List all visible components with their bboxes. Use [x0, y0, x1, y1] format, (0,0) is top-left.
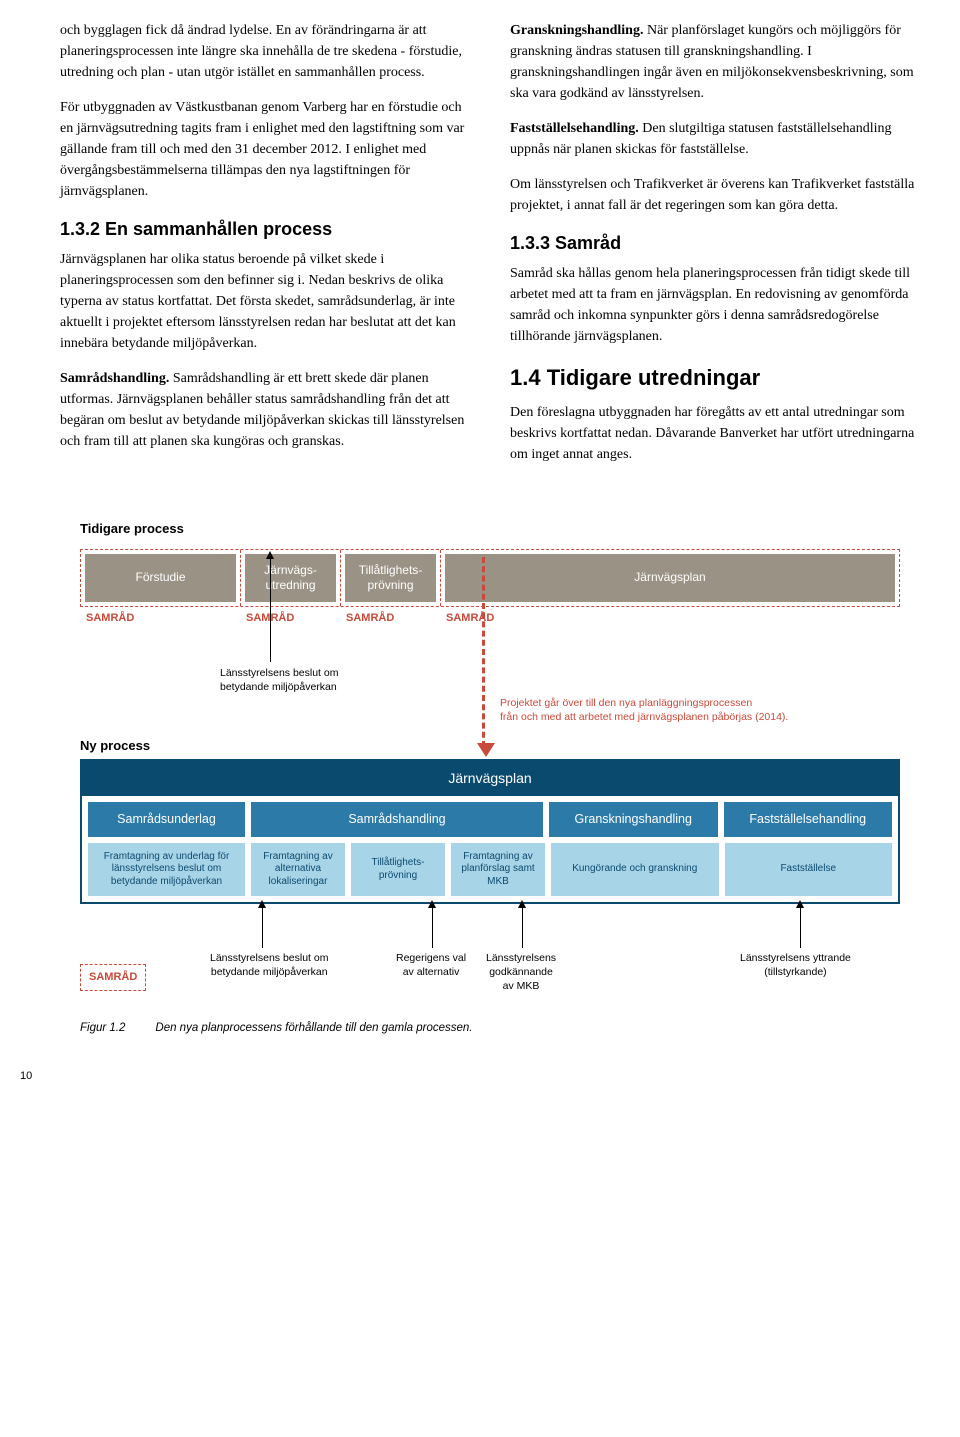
arrow-icon — [800, 906, 801, 948]
arrow-icon — [270, 557, 271, 662]
text-columns: och bygglagen fick då ändrad lydelse. En… — [60, 20, 920, 479]
para: och bygglagen fick då ändrad lydelse. En… — [60, 20, 470, 83]
annotation-text: Regerigens val av alternativ — [396, 952, 466, 979]
para: Den föreslagna utbyggnaden har föregåtts… — [510, 402, 920, 465]
para: Granskningshandling. När planförslaget k… — [510, 20, 920, 104]
new-process-diagram: Järnvägsplan Samrådsunderlag Samrådshand… — [80, 759, 900, 904]
below-annotations: SAMRÅD Länsstyrelsens beslut om betydand… — [80, 904, 900, 1014]
phase-box: Tillåtlighets- prövning — [345, 554, 436, 602]
para: Fastställelsehandling. Den slutgiltiga s… — [510, 118, 920, 160]
arrow-icon — [522, 906, 523, 948]
left-column: och bygglagen fick då ändrad lydelse. En… — [60, 20, 470, 479]
bot-box: Kungörande och granskning — [551, 843, 719, 897]
right-column: Granskningshandling. När planförslaget k… — [510, 20, 920, 479]
bot-box: Framtagning av alternativa lokaliseringa… — [251, 843, 345, 897]
old-process-row: Förstudie Järnvägs- utredning Tillåtligh… — [80, 549, 900, 607]
para: För utbyggnaden av Västkustbanan genom V… — [60, 97, 470, 202]
annotation-text: Länsstyrelsens yttrande (tillstyrkande) — [740, 952, 851, 979]
mid-box: Granskningshandling — [549, 802, 718, 837]
old-process-label: Tidigare process — [80, 519, 920, 539]
bot-box: Fastställelse — [725, 843, 893, 897]
mid-box: Samrådsunderlag — [88, 802, 245, 837]
mid-box: Fastställelsehandling — [724, 802, 893, 837]
bot-box: Framtagning av planförslag samt MKB — [451, 843, 545, 897]
page-number: 10 — [20, 1068, 920, 1085]
para: Järnvägsplanen har olika status beroende… — [60, 249, 470, 354]
para: Samråd ska hållas genom hela planeringsp… — [510, 263, 920, 347]
annotation-text: Länsstyrelsens beslut om betydande miljö… — [210, 952, 328, 979]
annotation-text: Länsstyrelsens godkännande av MKB — [486, 952, 556, 993]
heading-1-3-3: 1.3.3 Samråd — [510, 230, 920, 257]
bot-box: Tillåtlighets- prövning — [351, 843, 445, 897]
mid-row: Samrådsunderlag Samrådshandling Granskni… — [82, 796, 898, 843]
phase-box: Förstudie — [85, 554, 236, 602]
process-diagram: Tidigare process Förstudie Järnvägs- utr… — [60, 519, 920, 1038]
arrow-icon — [262, 906, 263, 948]
samrad-label: SAMRÅD — [240, 607, 340, 630]
phase-box: Järnvägsplan — [445, 554, 895, 602]
samrad-label: SAMRÅD — [80, 607, 240, 630]
samrad-label: SAMRÅD — [440, 607, 900, 630]
samrad-badge: SAMRÅD — [80, 964, 146, 991]
samrad-label: SAMRÅD — [340, 607, 440, 630]
new-process-label: Ny process — [80, 736, 150, 756]
para: Om länsstyrelsen och Trafikverket är öve… — [510, 174, 920, 216]
heading-1-4: 1.4 Tidigare utredningar — [510, 361, 920, 394]
annotation-text-red: Projektet går över till den nya planlägg… — [500, 697, 788, 724]
arrow-icon — [432, 906, 433, 948]
figure-caption: Figur 1.2Den nya planprocessens förhålla… — [80, 1020, 920, 1037]
samrad-row: SAMRÅD SAMRÅD SAMRÅD SAMRÅD — [80, 607, 900, 630]
dashed-arrow-icon — [482, 557, 485, 747]
mid-box: Samrådshandling — [251, 802, 543, 837]
bottom-row: Framtagning av underlag för länsstyrelse… — [82, 843, 898, 903]
phase-box: Järnvägs- utredning — [245, 554, 336, 602]
annotation-text: Länsstyrelsens beslut om betydande miljö… — [220, 667, 338, 694]
middle-annotations: Länsstyrelsens beslut om betydande miljö… — [80, 629, 900, 759]
heading-1-3-2: 1.3.2 En sammanhållen process — [60, 216, 470, 243]
new-process-header: Järnvägsplan — [82, 761, 898, 796]
para: Samrådshandling. Samrådshandling är ett … — [60, 368, 470, 452]
bot-box: Framtagning av underlag för länsstyrelse… — [88, 843, 245, 897]
